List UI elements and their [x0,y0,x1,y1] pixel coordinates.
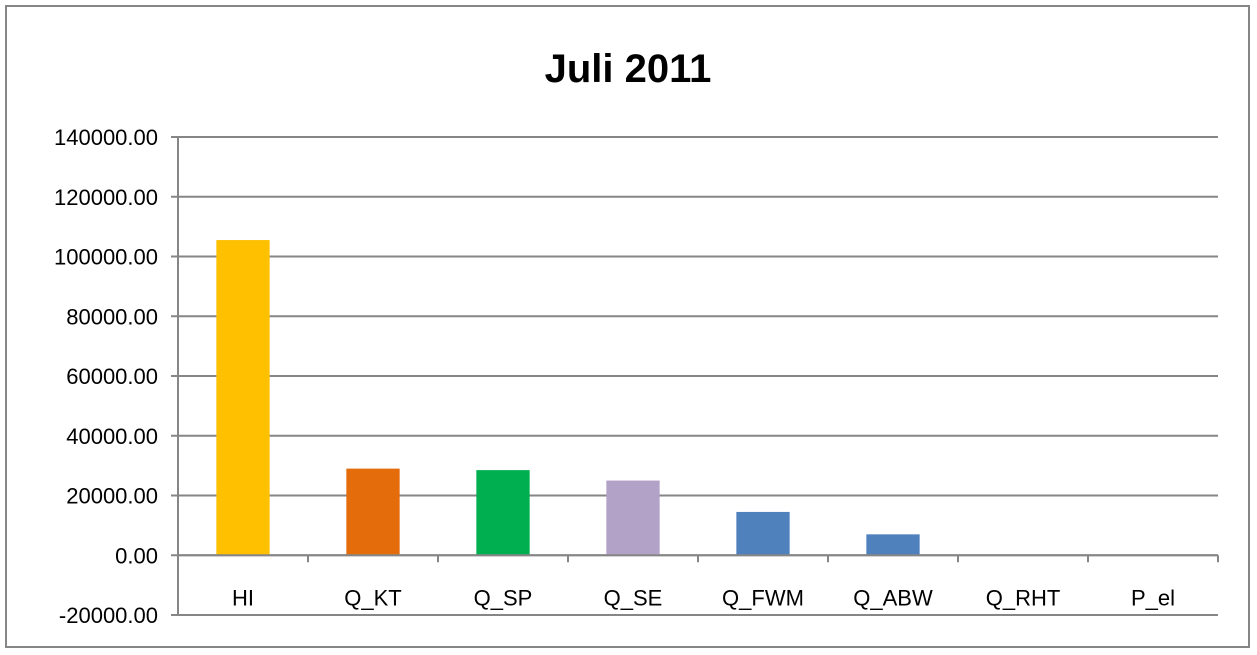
y-tick-label: 80000.00 [66,304,158,329]
y-tick-label: 100000.00 [54,245,158,270]
y-tick-label: 60000.00 [66,364,158,389]
x-tick-label: Q_RHT [986,585,1061,610]
y-tick-label: 20000.00 [66,484,158,509]
x-tick-label: Q_FWM [722,585,804,610]
bar-hi [216,240,270,556]
y-tick-label: 0.00 [115,543,158,568]
x-tick-label: Q_SP [474,585,533,610]
x-tick-label: Q_SE [604,585,663,610]
bar-q-fwm [736,511,790,556]
bar-q-abw [866,534,920,556]
y-tick-label: -20000.00 [59,603,158,628]
y-axis: 140000.00 120000.00 100000.00 80000.00 60000… [54,125,179,628]
y-tick-label: 120000.00 [54,185,158,210]
x-axis: HI Q_KT Q_SP Q_SE Q_FWM Q_ABW Q_RHT P_el [177,554,1219,610]
x-tick-label: HI [232,585,254,610]
y-tick-label: 40000.00 [66,424,158,449]
bar-q-se [606,480,660,556]
x-tick-label: Q_ABW [853,585,933,610]
bar-q-kt [346,468,400,556]
x-tick-label: P_el [1131,585,1175,610]
bars [216,240,920,556]
x-tick-label: Q_KT [344,585,401,610]
bar-q-sp [476,470,530,556]
gridlines [178,136,1218,616]
chart-title: Juli 2011 [545,47,712,91]
y-tick-label: 140000.00 [54,125,158,150]
